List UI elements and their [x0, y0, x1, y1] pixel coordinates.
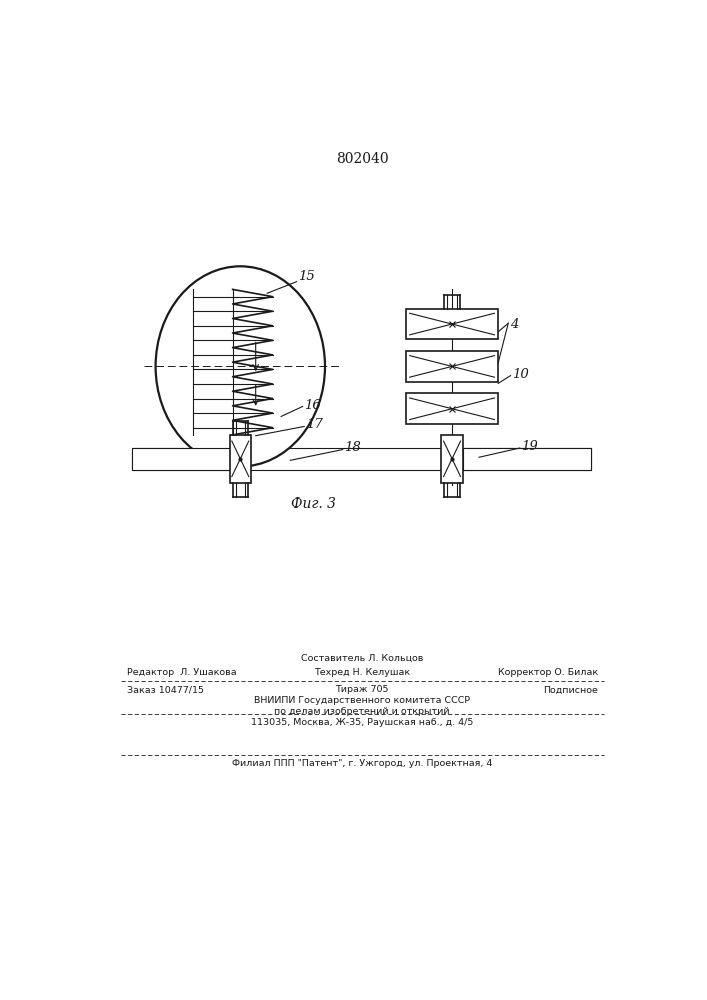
Text: 19: 19: [521, 440, 538, 453]
Text: 16: 16: [304, 399, 321, 412]
Bar: [406, 393, 498, 424]
Text: Фиг. 3: Фиг. 3: [291, 497, 336, 511]
Bar: [406, 351, 498, 382]
Bar: [463, 448, 590, 470]
Text: Филиал ППП "Патент", г. Ужгород, ул. Проектная, 4: Филиал ППП "Патент", г. Ужгород, ул. Про…: [232, 759, 492, 768]
Text: Подписное: Подписное: [544, 685, 598, 694]
Text: Составитель Л. Кольцов: Составитель Л. Кольцов: [300, 654, 423, 663]
Text: 113035, Москва, Ж-35, Раушская наб., д. 4/5: 113035, Москва, Ж-35, Раушская наб., д. …: [251, 718, 473, 727]
Text: по делам изобретений и открытий: по делам изобретений и открытий: [274, 707, 450, 716]
Text: Корректор О. Билак: Корректор О. Билак: [498, 668, 598, 677]
Text: 15: 15: [298, 270, 315, 283]
Text: 4: 4: [510, 318, 518, 331]
Text: Тираж 705: Тираж 705: [335, 685, 389, 694]
Bar: [132, 448, 590, 470]
Bar: [441, 435, 463, 483]
Bar: [406, 309, 498, 339]
Text: 802040: 802040: [336, 152, 388, 166]
Text: 18: 18: [344, 441, 361, 454]
Bar: [132, 448, 230, 470]
Bar: [230, 435, 251, 483]
Text: Редактор  Л. Ушакова: Редактор Л. Ушакова: [127, 668, 237, 677]
Text: Заказ 10477/15: Заказ 10477/15: [127, 685, 204, 694]
Ellipse shape: [156, 266, 325, 466]
Text: 10: 10: [512, 368, 529, 381]
Text: ВНИИПИ Государственного комитета СССР: ВНИИПИ Государственного комитета СССР: [254, 696, 470, 705]
Text: 17: 17: [305, 418, 322, 431]
Text: Техред Н. Келушак: Техред Н. Келушак: [314, 668, 410, 677]
